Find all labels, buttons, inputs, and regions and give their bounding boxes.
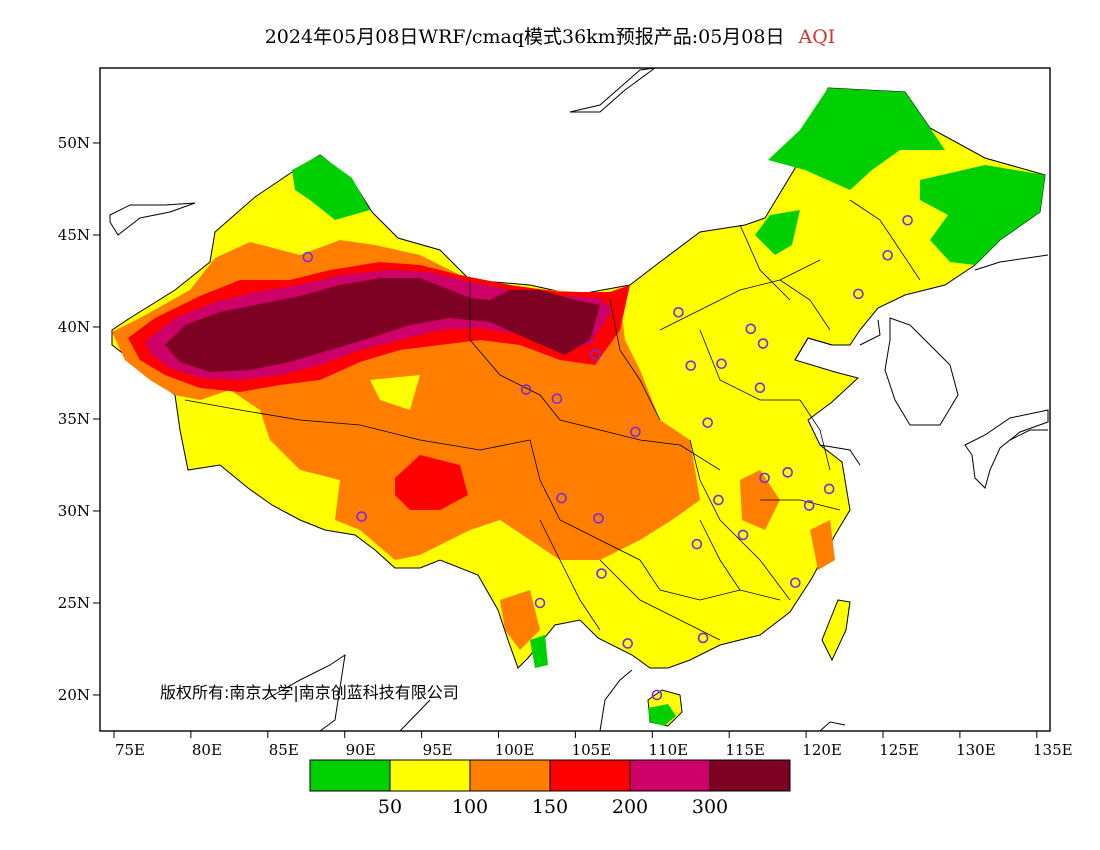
- legend-label: 100: [452, 796, 488, 818]
- x-tick-label: 110E: [649, 741, 689, 759]
- station-marker: [754, 382, 766, 394]
- station-marker: [716, 358, 727, 370]
- station-marker: [790, 577, 801, 589]
- station-marker: [745, 323, 757, 335]
- station-marker: [782, 467, 793, 478]
- title-text: 2024年05月08日WRF/cmaq模式36km预报产品:05月08日: [264, 26, 785, 48]
- station-marker: [534, 597, 546, 609]
- y-tick-label: 45N: [58, 226, 90, 244]
- y-tick-label: 25N: [58, 594, 90, 612]
- x-axis: 75E 80E 85E 90E 95E 100E 105E 110E 115E 120E 125E 1…: [113, 731, 1073, 759]
- station-marker: [520, 384, 532, 395]
- aqi-legend: 50 100 150 200 300: [309, 759, 791, 818]
- x-tick-label: 115E: [725, 741, 765, 759]
- copyright-text: 版权所有:南京大学|南京创蓝科技有限公司: [160, 683, 459, 702]
- y-tick-label: 50N: [58, 134, 90, 152]
- legend-swatch: [549, 759, 631, 792]
- map-title: 2024年05月08日WRF/cmaq模式36km预报产品:05月08日 AQI: [0, 22, 1100, 49]
- legend-label: 150: [532, 796, 568, 818]
- x-tick-label: 125E: [879, 741, 919, 759]
- station-marker: [803, 500, 815, 511]
- station-marker: [302, 251, 314, 263]
- green-altai: [292, 155, 370, 220]
- station-marker: [882, 249, 893, 261]
- x-tick-label: 80E: [192, 741, 222, 759]
- x-tick-label: 100E: [495, 741, 535, 759]
- x-tick-label: 95E: [423, 741, 453, 759]
- x-tick-label: 120E: [802, 741, 842, 759]
- x-tick-label: 130E: [956, 741, 996, 759]
- legend-label: 200: [612, 796, 648, 818]
- station-marker: [673, 306, 684, 318]
- y-tick-label: 20N: [58, 686, 90, 704]
- maroon-region: [165, 278, 600, 372]
- station-markers: [302, 214, 913, 701]
- x-tick-label: 90E: [346, 741, 376, 759]
- x-tick-label: 75E: [115, 741, 145, 759]
- station-marker: [590, 349, 601, 360]
- y-tick-label: 30N: [58, 502, 90, 520]
- y-tick-label: 40N: [58, 318, 90, 336]
- y-tick-label: 35N: [58, 410, 90, 428]
- station-marker: [902, 214, 913, 226]
- station-marker: [556, 492, 567, 504]
- green-northeast: [768, 88, 945, 190]
- taiwan-island: [821, 599, 851, 662]
- station-marker: [737, 529, 749, 541]
- station-marker: [702, 417, 713, 428]
- station-marker: [622, 638, 633, 649]
- station-marker: [713, 494, 724, 506]
- station-marker: [356, 511, 367, 522]
- station-marker: [630, 426, 641, 438]
- province-borders: [184, 199, 921, 641]
- station-marker: [593, 513, 604, 524]
- x-tick-label: 85E: [269, 741, 299, 759]
- station-marker: [697, 632, 709, 644]
- station-marker: [853, 288, 864, 300]
- y-axis: 50N 45N 40N 35N 30N 25N 20N: [58, 134, 100, 704]
- station-marker: [759, 472, 770, 484]
- x-tick-label: 105E: [572, 741, 612, 759]
- station-marker: [685, 360, 697, 371]
- station-marker: [551, 393, 563, 405]
- legend-swatch: [389, 759, 471, 792]
- title-variable: AQI: [798, 26, 836, 48]
- station-marker: [823, 483, 835, 495]
- legend-swatch: [469, 759, 551, 792]
- station-marker: [651, 689, 663, 701]
- x-tick-label: 135E: [1033, 741, 1073, 759]
- legend-label: 300: [692, 796, 728, 818]
- station-marker: [691, 538, 703, 550]
- legend-swatch: [309, 759, 391, 792]
- station-marker: [757, 338, 769, 349]
- map-frame: 版权所有:南京大学|南京创蓝科技有限公司: [100, 68, 1050, 731]
- coastlines: [109, 68, 1049, 731]
- station-marker: [596, 568, 607, 579]
- legend-swatch: [709, 759, 791, 792]
- legend-label: 50: [378, 796, 402, 818]
- legend-swatch: [629, 759, 711, 792]
